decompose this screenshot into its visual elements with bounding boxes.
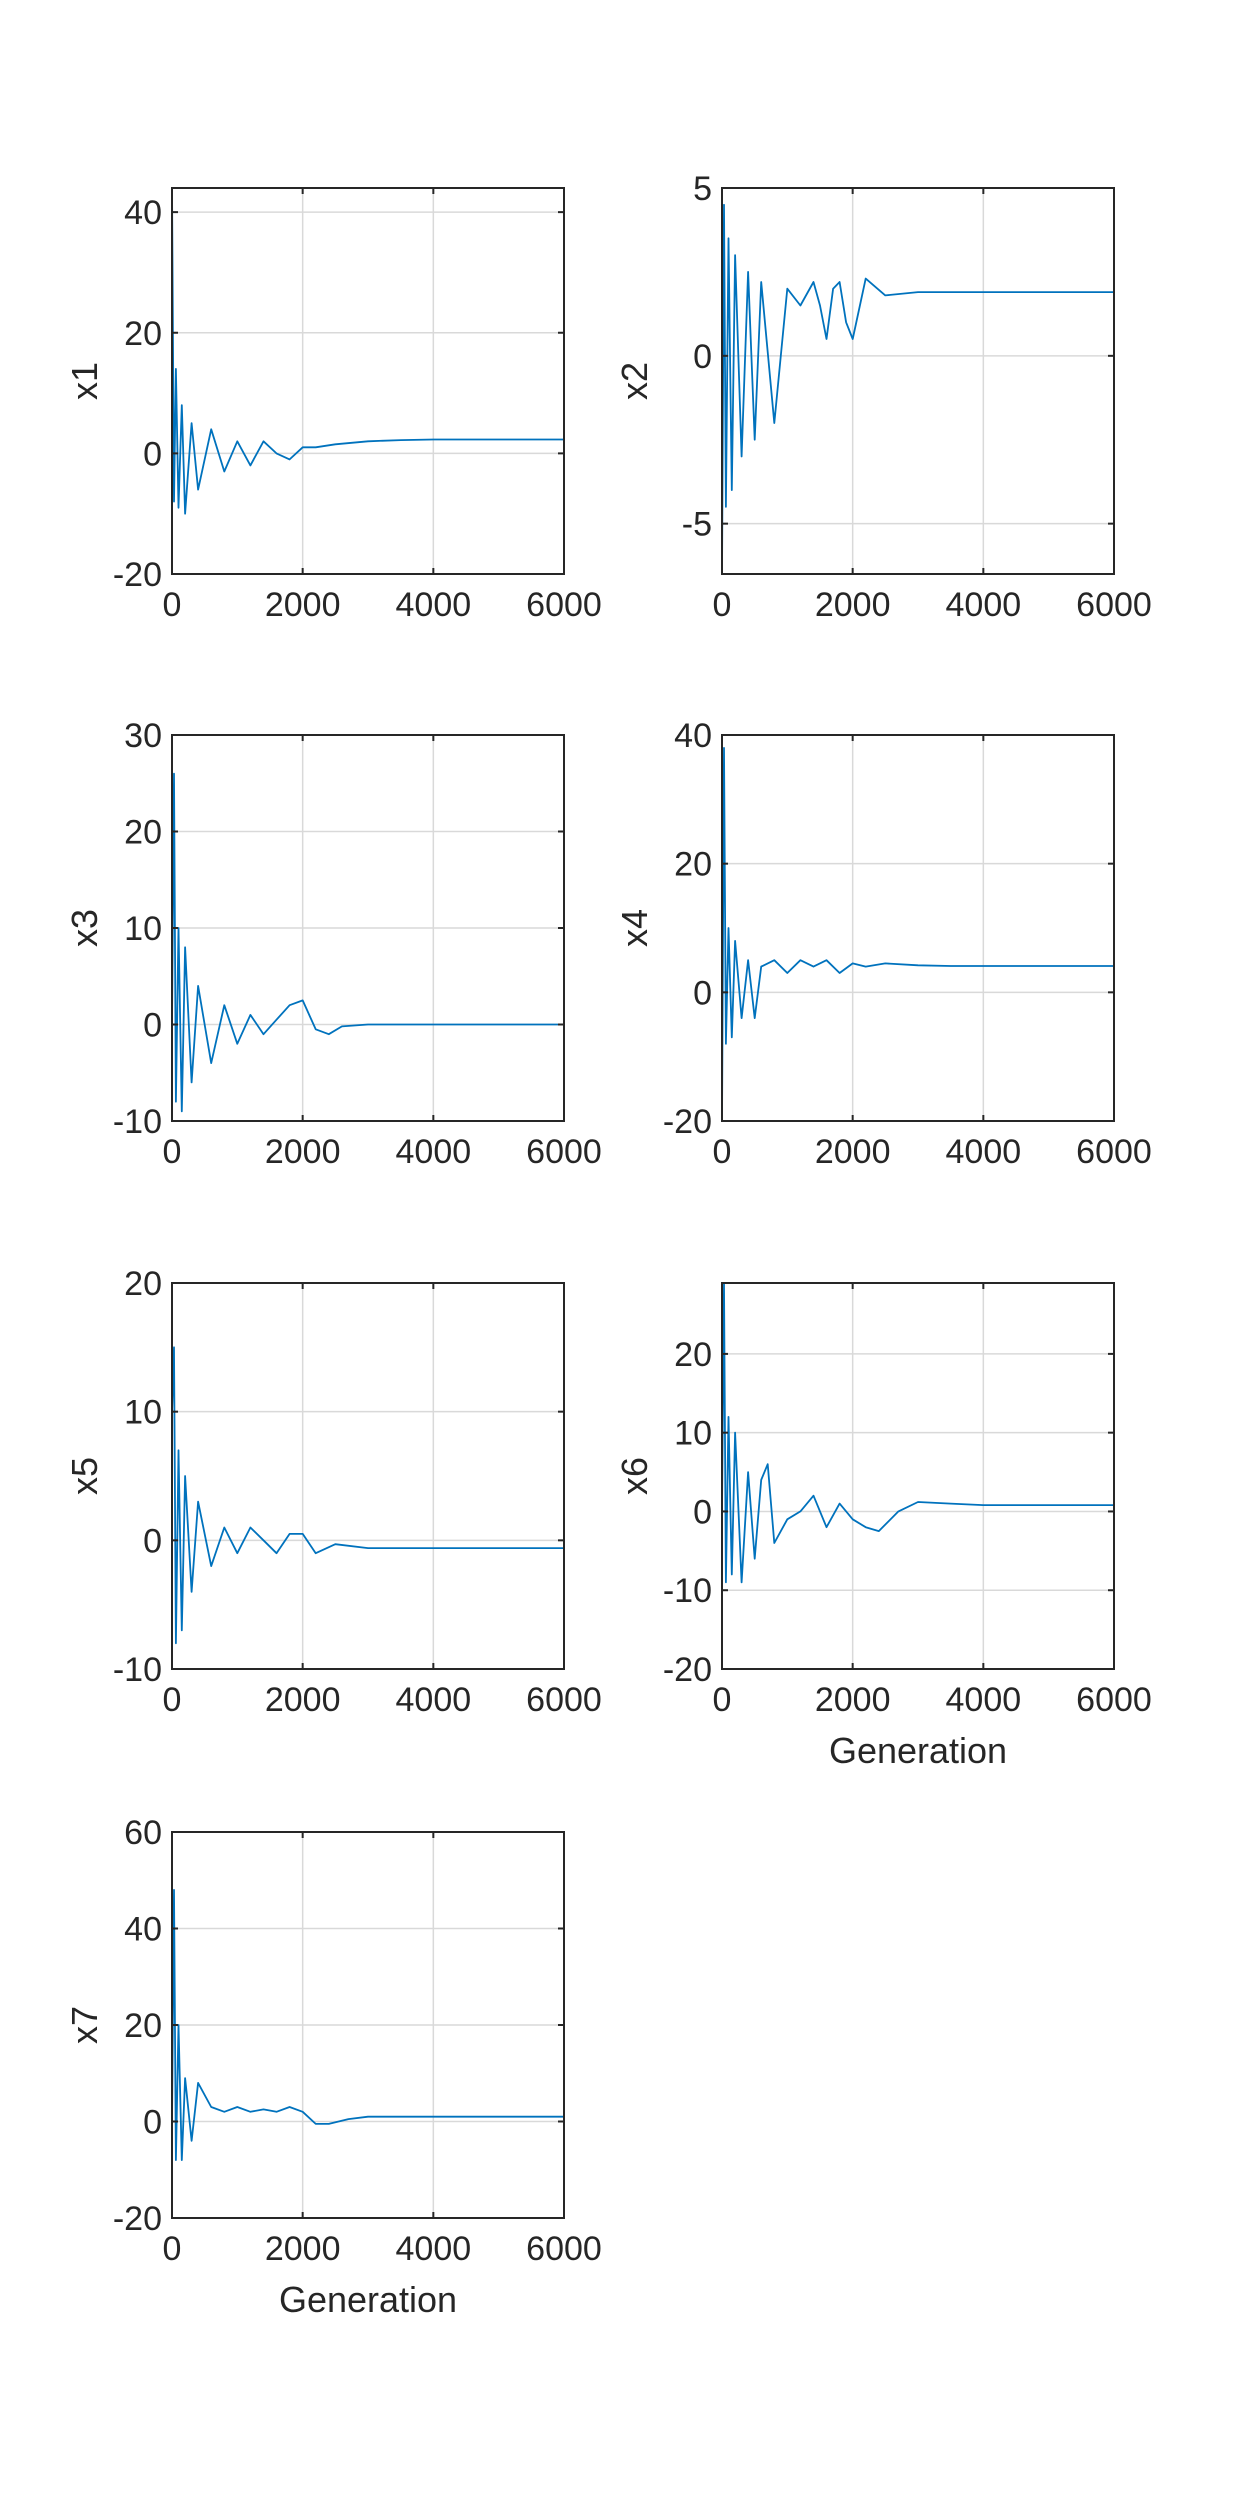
- y-axis-label: x3: [64, 909, 105, 947]
- series-line-1: [171, 772, 564, 1113]
- plot-frame: [171, 187, 565, 575]
- x-tick-label: 2000: [265, 1133, 341, 1171]
- x-tick-label: 4000: [396, 586, 472, 624]
- x-tick-label: 0: [163, 2230, 182, 2268]
- y-tick-label: -10: [113, 1103, 162, 1141]
- x-tick-label: 6000: [526, 1133, 602, 1171]
- series-line-1: [171, 187, 564, 515]
- y-tick-label: 0: [143, 435, 162, 473]
- y-tick-label: -10: [663, 1572, 712, 1610]
- x-tick-label: 4000: [946, 1681, 1022, 1719]
- x-axis-label: Generation: [829, 1730, 1007, 1771]
- y-tick-label: 5: [693, 170, 712, 208]
- x-tick-label: 6000: [1076, 1681, 1152, 1719]
- x-tick-label: 0: [713, 586, 732, 624]
- y-tick-label: 20: [124, 814, 162, 852]
- x-tick-label: 2000: [815, 1133, 891, 1171]
- x-tick-label: 2000: [265, 1681, 341, 1719]
- x-tick-label: 6000: [1076, 586, 1152, 624]
- x-tick-label: 6000: [526, 1681, 602, 1719]
- y-tick-label: 40: [674, 717, 712, 755]
- x-tick-label: 4000: [396, 2230, 472, 2268]
- x-tick-label: 4000: [396, 1681, 472, 1719]
- y-tick-label: 40: [124, 1911, 162, 1949]
- series-line-1: [721, 1282, 1114, 1584]
- y-tick-label: 0: [693, 974, 712, 1012]
- y-tick-label: 10: [674, 1415, 712, 1453]
- plot-frame: [171, 1282, 565, 1670]
- y-tick-label: 0: [693, 338, 712, 376]
- plot-frame: [721, 187, 1115, 575]
- y-axis-label: x1: [64, 362, 105, 400]
- y-tick-label: 0: [143, 1007, 162, 1045]
- y-tick-label: 20: [124, 1265, 162, 1303]
- y-tick-label: 60: [124, 1814, 162, 1852]
- y-tick-label: 0: [693, 1493, 712, 1531]
- y-tick-label: -10: [113, 1651, 162, 1689]
- series-line-1: [171, 1346, 564, 1645]
- x-tick-label: 0: [163, 1133, 182, 1171]
- x-tick-label: 0: [713, 1681, 732, 1719]
- series-line-1: [171, 1889, 564, 2161]
- y-tick-label: 20: [674, 846, 712, 884]
- x-tick-label: 0: [713, 1133, 732, 1171]
- plot-frame: [721, 734, 1115, 1122]
- x-tick-label: 6000: [526, 2230, 602, 2268]
- x-tick-label: 2000: [815, 1681, 891, 1719]
- x-tick-label: 4000: [396, 1133, 472, 1171]
- y-tick-label: -20: [113, 556, 162, 594]
- y-tick-label: 30: [124, 717, 162, 755]
- x-tick-label: 6000: [1076, 1133, 1152, 1171]
- series-line-1: [721, 747, 1114, 1122]
- x-tick-label: 4000: [946, 586, 1022, 624]
- x-tick-label: 2000: [815, 586, 891, 624]
- y-axis-label: x7: [64, 2006, 105, 2044]
- y-tick-label: 40: [124, 194, 162, 232]
- y-tick-label: 20: [674, 1336, 712, 1374]
- y-tick-label: -20: [113, 2200, 162, 2238]
- y-tick-label: -5: [682, 506, 712, 544]
- y-tick-label: 10: [124, 910, 162, 948]
- y-tick-label: 10: [124, 1394, 162, 1432]
- y-tick-label: -20: [663, 1651, 712, 1689]
- y-axis-label: x5: [64, 1457, 105, 1495]
- y-tick-label: 20: [124, 2007, 162, 2045]
- y-axis-label: x2: [614, 362, 655, 400]
- x-tick-label: 0: [163, 1681, 182, 1719]
- x-tick-label: 4000: [946, 1133, 1022, 1171]
- y-axis-label: x6: [614, 1457, 655, 1495]
- y-tick-label: 20: [124, 315, 162, 353]
- subplot-2: 0 2000 4000 6000 -5 0 5 x2: [614, 170, 1152, 624]
- y-tick-label: 0: [143, 1522, 162, 1560]
- x-axis-label: Generation: [279, 2279, 457, 2320]
- x-tick-label: 2000: [265, 586, 341, 624]
- y-tick-label: -20: [663, 1103, 712, 1141]
- x-tick-label: 6000: [526, 586, 602, 624]
- series-line-1: [721, 203, 1114, 575]
- subplot-6: 0 2000 4000 6000 -20 -10 0 10 20 x6 Generation: [614, 1282, 1152, 1771]
- x-tick-label: 2000: [265, 2230, 341, 2268]
- y-tick-label: 0: [143, 2104, 162, 2142]
- y-axis-label: x4: [614, 909, 655, 947]
- x-tick-label: 0: [163, 586, 182, 624]
- plot-frame: [721, 1282, 1115, 1670]
